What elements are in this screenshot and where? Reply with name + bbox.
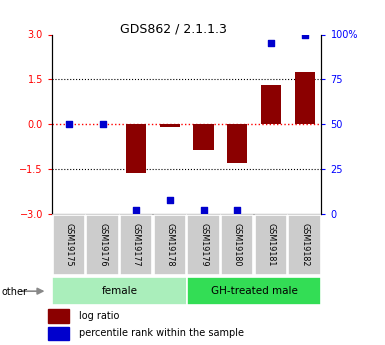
Point xyxy=(301,32,308,37)
Point xyxy=(234,208,240,213)
Bar xyxy=(193,124,214,150)
Text: GSM19177: GSM19177 xyxy=(132,223,141,267)
Bar xyxy=(221,215,253,275)
Text: log ratio: log ratio xyxy=(79,311,119,321)
Text: female: female xyxy=(101,286,137,296)
Text: percentile rank within the sample: percentile rank within the sample xyxy=(79,328,244,338)
Bar xyxy=(126,124,146,172)
Point xyxy=(66,121,72,127)
Text: GSM19175: GSM19175 xyxy=(64,223,73,267)
Point xyxy=(268,41,274,46)
Bar xyxy=(52,277,187,305)
Bar xyxy=(187,215,220,275)
Bar xyxy=(187,277,321,305)
Bar xyxy=(48,327,69,340)
Text: GDS862 / 2.1.1.3: GDS862 / 2.1.1.3 xyxy=(120,22,227,36)
Bar xyxy=(227,124,247,163)
Bar xyxy=(53,215,85,275)
Text: GH-treated male: GH-treated male xyxy=(211,286,298,296)
Point xyxy=(167,197,173,202)
Bar xyxy=(261,85,281,124)
Text: GSM19176: GSM19176 xyxy=(98,223,107,267)
Point xyxy=(99,121,105,127)
Text: other: other xyxy=(2,287,28,296)
Text: GSM19180: GSM19180 xyxy=(233,223,242,267)
Text: GSM19178: GSM19178 xyxy=(166,223,174,267)
Text: GSM19182: GSM19182 xyxy=(300,223,309,267)
Bar xyxy=(255,215,287,275)
Point xyxy=(201,208,207,213)
Text: GSM19181: GSM19181 xyxy=(266,223,275,267)
Bar xyxy=(288,215,321,275)
Bar xyxy=(295,72,315,124)
Bar xyxy=(120,215,152,275)
Point xyxy=(133,208,139,213)
Bar xyxy=(86,215,119,275)
Bar xyxy=(154,215,186,275)
Bar xyxy=(160,124,180,127)
Text: GSM19179: GSM19179 xyxy=(199,223,208,267)
Bar xyxy=(48,309,69,323)
